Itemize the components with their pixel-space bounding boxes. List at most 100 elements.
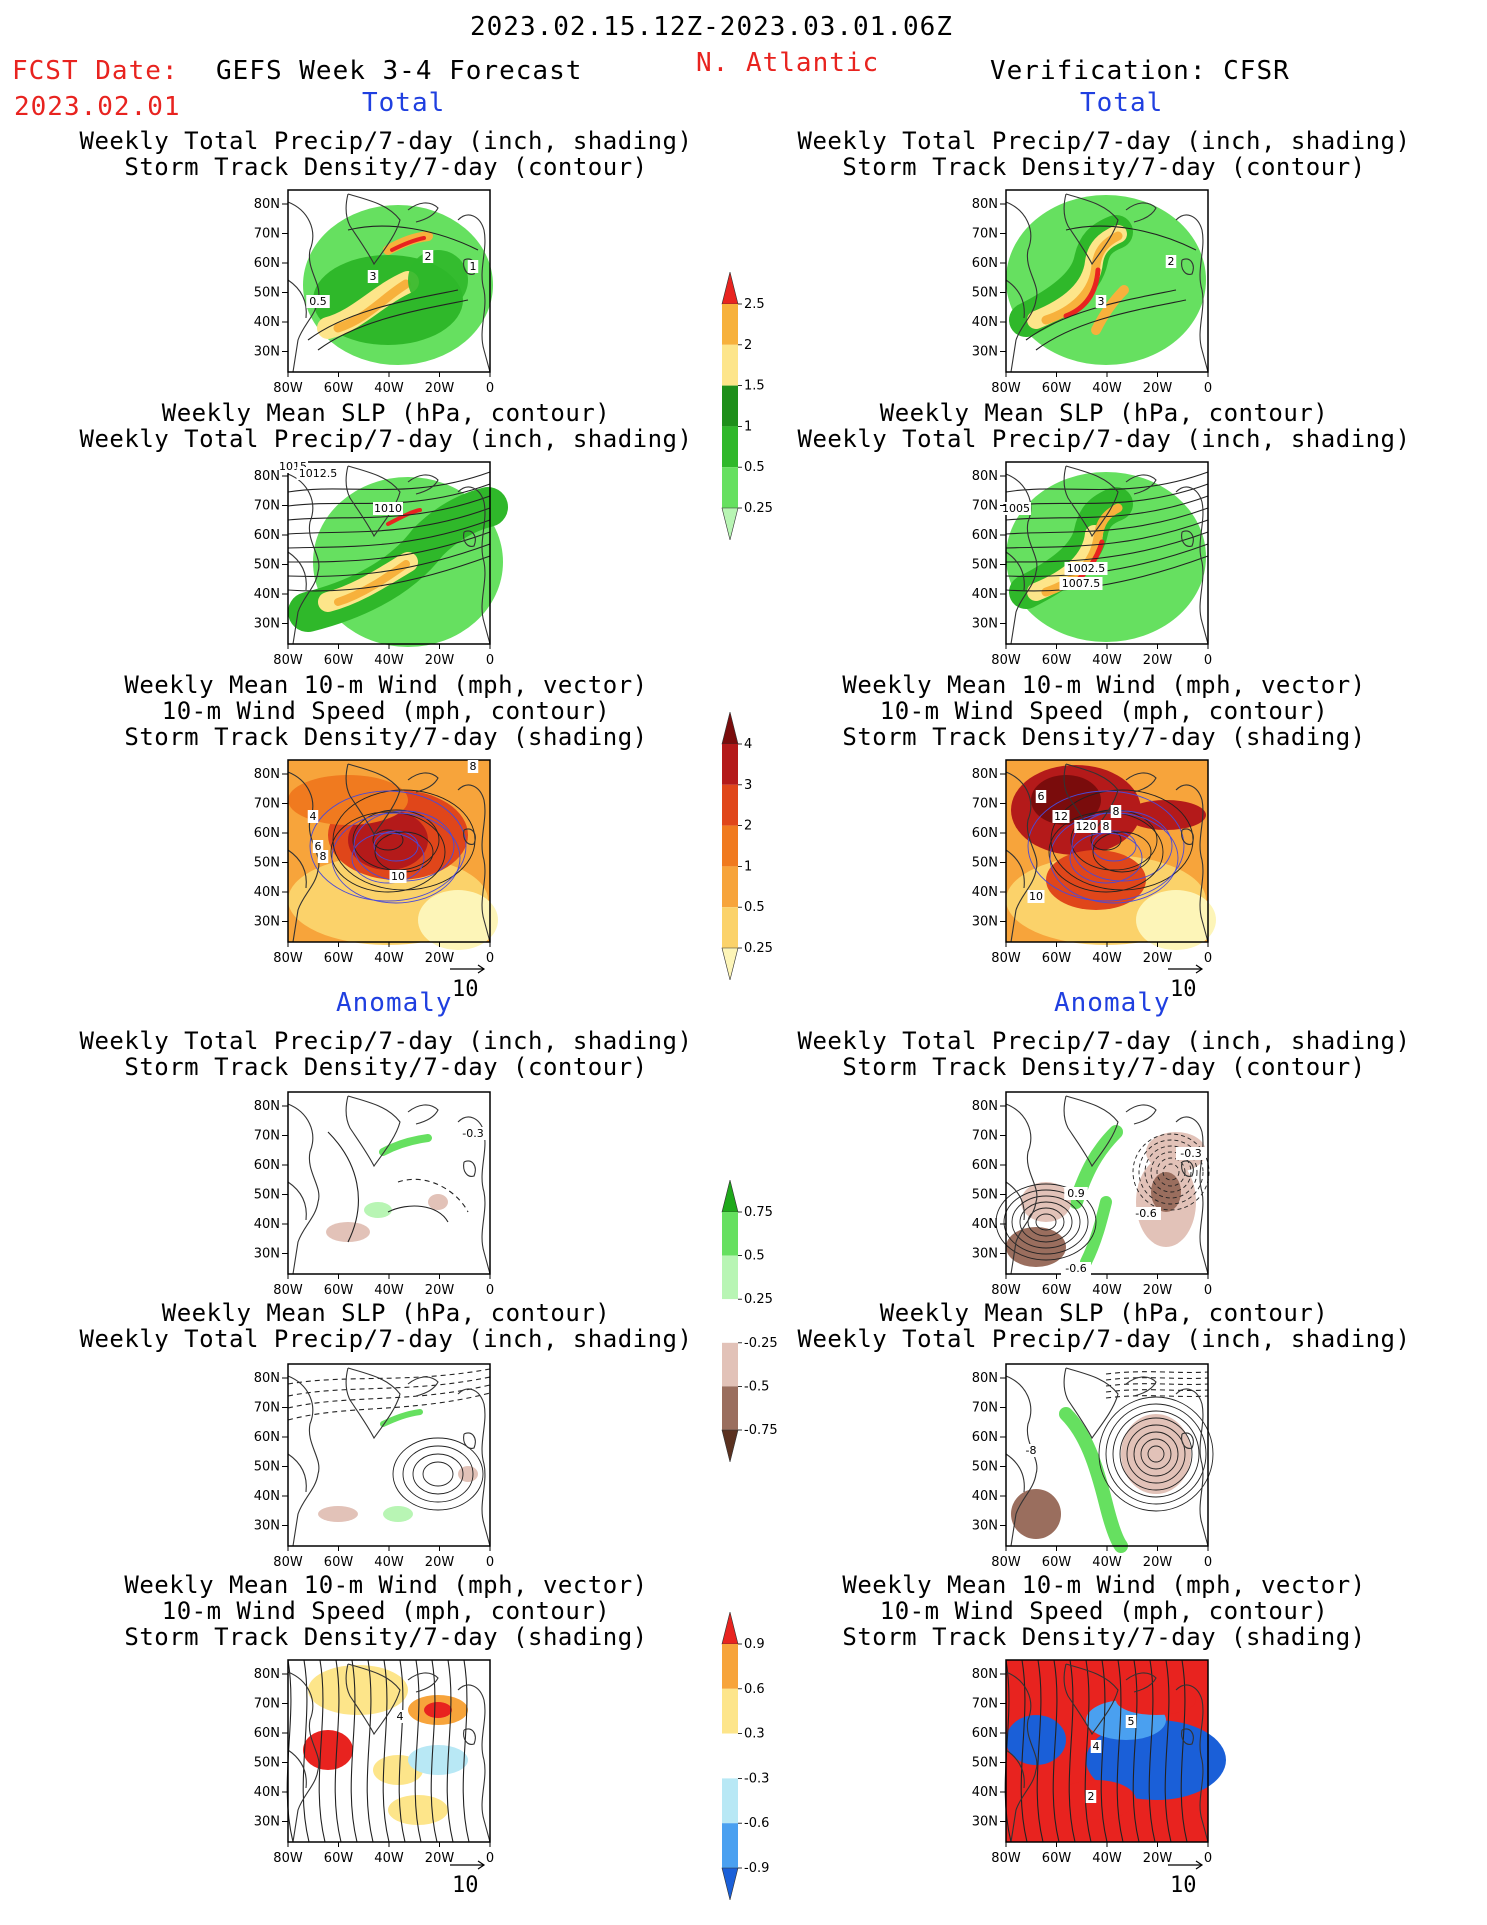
contour-line <box>430 1659 438 1843</box>
shade-blob <box>1006 1715 1066 1765</box>
y-tick-label: 50N <box>254 856 280 871</box>
region-title: N. Atlantic <box>696 48 880 78</box>
contour-label-bg <box>373 502 403 515</box>
map-panel-ver-total-slp: 1005 1002.5 1007.5 80N 70N 60N 50N 40N 30N 80W 60W… <box>948 450 1230 680</box>
contour-label: 12 <box>1054 810 1068 823</box>
contour-label: 1010 <box>374 502 402 515</box>
y-tick-label: 30N <box>254 1247 280 1262</box>
y-tick-label: 80N <box>254 197 280 212</box>
model-title: GEFS Week 3-4 Forecast <box>216 56 583 86</box>
shade-blob <box>408 1745 468 1775</box>
colorbar-segment <box>722 1255 738 1300</box>
contour-label-bg <box>317 850 329 863</box>
y-tick-label: 30N <box>254 1519 280 1534</box>
panel-title-ver-0: Weekly Total Precip/7-day (inch, shading… <box>774 128 1434 180</box>
y-tick-label: 60N <box>254 528 280 543</box>
panel-title-ver-1: Weekly Mean SLP (hPa, contour) Weekly Tot… <box>774 400 1434 452</box>
colorbar-label: 2 <box>744 338 752 353</box>
x-tick-label: 80W <box>991 381 1021 396</box>
contour-line <box>392 1437 484 1511</box>
colorbar-segment <box>722 825 738 867</box>
contour-line <box>1027 790 1185 902</box>
map-area: 0.5 3 2 1 <box>287 189 493 373</box>
contour-line <box>287 201 320 373</box>
contour-line <box>1005 1671 1038 1843</box>
x-tick-label: 20W <box>1143 1283 1173 1298</box>
map-panel-ver-anom-slp: -8 80N 70N 60N 50N 40N 30N 80W 60W 40W 20W 0 <box>948 1352 1230 1582</box>
contour-line <box>1068 1659 1076 1843</box>
vector-reference-label: 10 <box>452 977 479 1002</box>
y-tick-label: 40N <box>972 315 998 330</box>
contour-line <box>1063 1095 1119 1168</box>
map-area: -8 <box>1005 1363 1214 1553</box>
contour-line <box>463 1728 476 1745</box>
map-svg: 80N 70N 60N 50N 40N 30N 80W 60W 40W 20W 0 <box>254 1363 494 1570</box>
y-tick-label: 70N <box>972 1401 998 1416</box>
y-tick-label: 50N <box>254 1460 280 1475</box>
colorbar-segment <box>722 1733 738 1779</box>
panel-title-line: Storm Track Density/7-day (shading) <box>842 1623 1366 1651</box>
y-tick-label: 30N <box>972 1247 998 1262</box>
y-tick-label: 50N <box>254 286 280 301</box>
fcst-date: 2023.02.01 <box>14 92 181 122</box>
colorbar-label: 0.5 <box>744 460 765 475</box>
y-tick-label: 50N <box>254 1756 280 1771</box>
contour-line <box>1084 1659 1092 1843</box>
contour-line <box>1005 473 1038 645</box>
y-tick-label: 40N <box>972 885 998 900</box>
shade-blob <box>308 1665 408 1715</box>
x-tick-label: 40W <box>374 1283 404 1298</box>
colorbar-label: 2.5 <box>744 297 765 312</box>
colorbar-segment <box>721 1867 739 1901</box>
contour-line <box>1071 810 1173 882</box>
contour-label-bg <box>1131 1207 1161 1220</box>
colorbar-segment <box>722 1688 738 1734</box>
contour-line <box>407 474 439 495</box>
y-tick-label: 70N <box>254 227 280 242</box>
shade-band <box>1059 1407 1128 1553</box>
panel-title-line: Storm Track Density/7-day (contour) <box>124 153 648 181</box>
panel-title-ver-5: Weekly Mean 10-m Wind (mph, vector) 10-m … <box>774 1572 1434 1650</box>
y-tick-label: 60N <box>254 826 280 841</box>
contour-line <box>1019 1201 1073 1243</box>
contour-line <box>1181 258 1194 275</box>
shade-band <box>1091 285 1129 335</box>
contour-label: 1007.5 <box>1062 577 1101 590</box>
vector-reference-label: 10 <box>1170 1873 1197 1898</box>
contour-line <box>407 202 439 223</box>
y-tick-label: 30N <box>254 1815 280 1830</box>
contour-line <box>309 790 467 902</box>
x-tick-label: 60W <box>1042 1555 1072 1570</box>
x-tick-label: 40W <box>374 653 404 668</box>
y-tick-label: 40N <box>972 587 998 602</box>
panel-title-line: Weekly Total Precip/7-day (inch, shading… <box>79 1325 693 1353</box>
contour-label: 0.9 <box>1067 1187 1085 1200</box>
y-tick-label: 60N <box>254 1158 280 1173</box>
shade-blob <box>418 890 498 950</box>
contour-label: -0.3 <box>1180 1147 1201 1160</box>
shade-blob <box>1126 800 1206 830</box>
contour-label-bg <box>1176 1147 1206 1160</box>
colorbar-svg: 0.25 0.5 1 2 3 4 <box>721 711 773 981</box>
colorbar-segment <box>721 711 739 745</box>
contour-label: -8 <box>1026 1444 1037 1457</box>
contour-line <box>1005 1749 1025 1789</box>
map-panel-fcst-anom-slp: 80N 70N 60N 50N 40N 30N 80W 60W 40W 20W 0 <box>230 1352 512 1582</box>
map-area: -0.3 <box>287 1091 491 1275</box>
panel-title-line: Weekly Mean 10-m Wind (mph, vector) <box>124 1571 648 1599</box>
colorbar-label: -0.6 <box>744 1816 769 1831</box>
contour-line <box>366 1659 374 1843</box>
map-panel-ver-total-precip: 2 3 80N 70N 60N 50N 40N 30N 80W 60W 40W 20W 0 <box>948 178 1230 408</box>
colorbar-segment <box>721 1179 739 1213</box>
y-tick-label: 60N <box>972 826 998 841</box>
panel-title-line: Weekly Total Precip/7-day (inch, shading… <box>79 425 693 453</box>
colorbar-label: -0.3 <box>744 1771 769 1786</box>
shade-band <box>333 279 411 333</box>
y-tick-label: 60N <box>972 528 998 543</box>
shade-blob <box>408 250 468 310</box>
colorbar-label: 0.25 <box>744 1292 773 1307</box>
x-tick-label: 80W <box>273 951 303 966</box>
contour-line <box>1181 530 1194 547</box>
panel-title-line: Storm Track Density/7-day (shading) <box>124 723 648 751</box>
y-tick-label: 40N <box>254 1489 280 1504</box>
